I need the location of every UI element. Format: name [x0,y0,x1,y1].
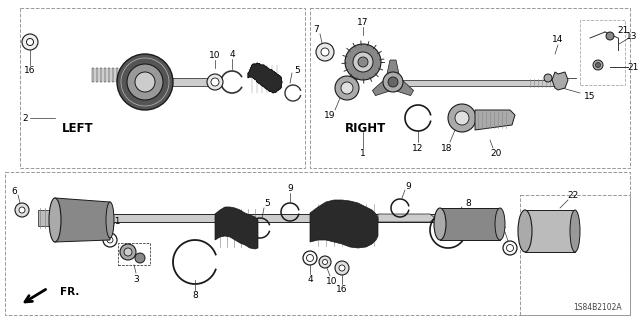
Polygon shape [372,81,389,96]
Text: 21: 21 [618,26,628,35]
Circle shape [120,244,136,260]
Circle shape [606,32,614,40]
Circle shape [353,52,373,72]
Polygon shape [248,63,282,93]
Polygon shape [96,68,98,82]
Polygon shape [100,68,102,82]
Circle shape [544,74,552,82]
Polygon shape [104,68,106,82]
Polygon shape [55,198,110,242]
Circle shape [124,248,132,256]
Text: 5: 5 [294,66,300,75]
Ellipse shape [434,208,446,240]
Text: 9: 9 [405,181,411,190]
Text: 4: 4 [307,276,313,284]
Text: 16: 16 [336,285,348,294]
Text: FR.: FR. [60,287,79,297]
Ellipse shape [518,210,532,252]
Text: 9: 9 [287,183,293,193]
Circle shape [321,48,329,56]
Text: 8: 8 [465,198,471,207]
Text: 8: 8 [192,291,198,300]
Text: 2: 2 [22,114,28,123]
Text: 13: 13 [627,31,637,41]
Text: 5: 5 [264,199,270,209]
Text: LEFT: LEFT [62,122,94,134]
Polygon shape [85,214,495,222]
Text: 22: 22 [568,191,579,201]
Ellipse shape [49,198,61,242]
Polygon shape [310,200,378,248]
Text: 11: 11 [110,217,122,226]
Circle shape [19,207,25,213]
Bar [118,243,150,265]
Circle shape [135,253,145,263]
Text: 16: 16 [24,66,36,75]
Text: 14: 14 [552,35,564,44]
Polygon shape [475,110,515,130]
Text: 17: 17 [357,18,369,27]
Text: 11: 11 [496,221,508,230]
Circle shape [26,38,33,45]
Polygon shape [108,68,110,82]
Circle shape [448,104,476,132]
Circle shape [135,72,155,92]
Polygon shape [378,214,435,222]
Text: 20: 20 [490,148,502,157]
Circle shape [455,111,469,125]
Circle shape [595,62,600,68]
Circle shape [117,54,173,110]
Text: 7: 7 [313,25,319,34]
Circle shape [207,74,223,90]
Polygon shape [390,80,560,86]
Polygon shape [116,68,118,82]
Polygon shape [168,78,215,86]
Ellipse shape [106,202,114,238]
Circle shape [339,265,345,271]
Polygon shape [397,81,413,96]
Text: 4: 4 [229,50,235,59]
Circle shape [127,64,163,100]
Ellipse shape [495,208,505,240]
Text: 12: 12 [412,143,424,153]
Circle shape [358,57,368,67]
Text: 1: 1 [360,148,366,157]
Circle shape [345,44,381,80]
Circle shape [319,256,331,268]
Circle shape [15,203,29,217]
Polygon shape [440,208,500,240]
Polygon shape [120,68,122,82]
Ellipse shape [570,210,580,252]
Text: 10: 10 [326,277,338,286]
Text: 1S84B2102A: 1S84B2102A [573,303,622,313]
Circle shape [211,78,219,86]
Text: 6: 6 [11,187,17,196]
Polygon shape [38,210,88,226]
Circle shape [593,60,603,70]
Circle shape [335,76,359,100]
Text: RIGHT: RIGHT [344,122,386,134]
Polygon shape [112,68,114,82]
Circle shape [388,77,398,87]
Text: 3: 3 [133,275,139,284]
Polygon shape [92,68,94,82]
Polygon shape [552,72,568,90]
Polygon shape [387,60,399,74]
Circle shape [335,261,349,275]
Circle shape [383,72,403,92]
Text: 18: 18 [441,143,452,153]
Circle shape [323,260,328,265]
Circle shape [22,34,38,50]
Text: 21: 21 [627,62,639,71]
Circle shape [341,82,353,94]
Polygon shape [525,210,575,252]
Text: 19: 19 [324,110,336,119]
Text: 15: 15 [584,92,596,100]
Bar [580,20,625,85]
Circle shape [316,43,334,61]
Text: 10: 10 [209,51,221,60]
Polygon shape [215,207,258,249]
